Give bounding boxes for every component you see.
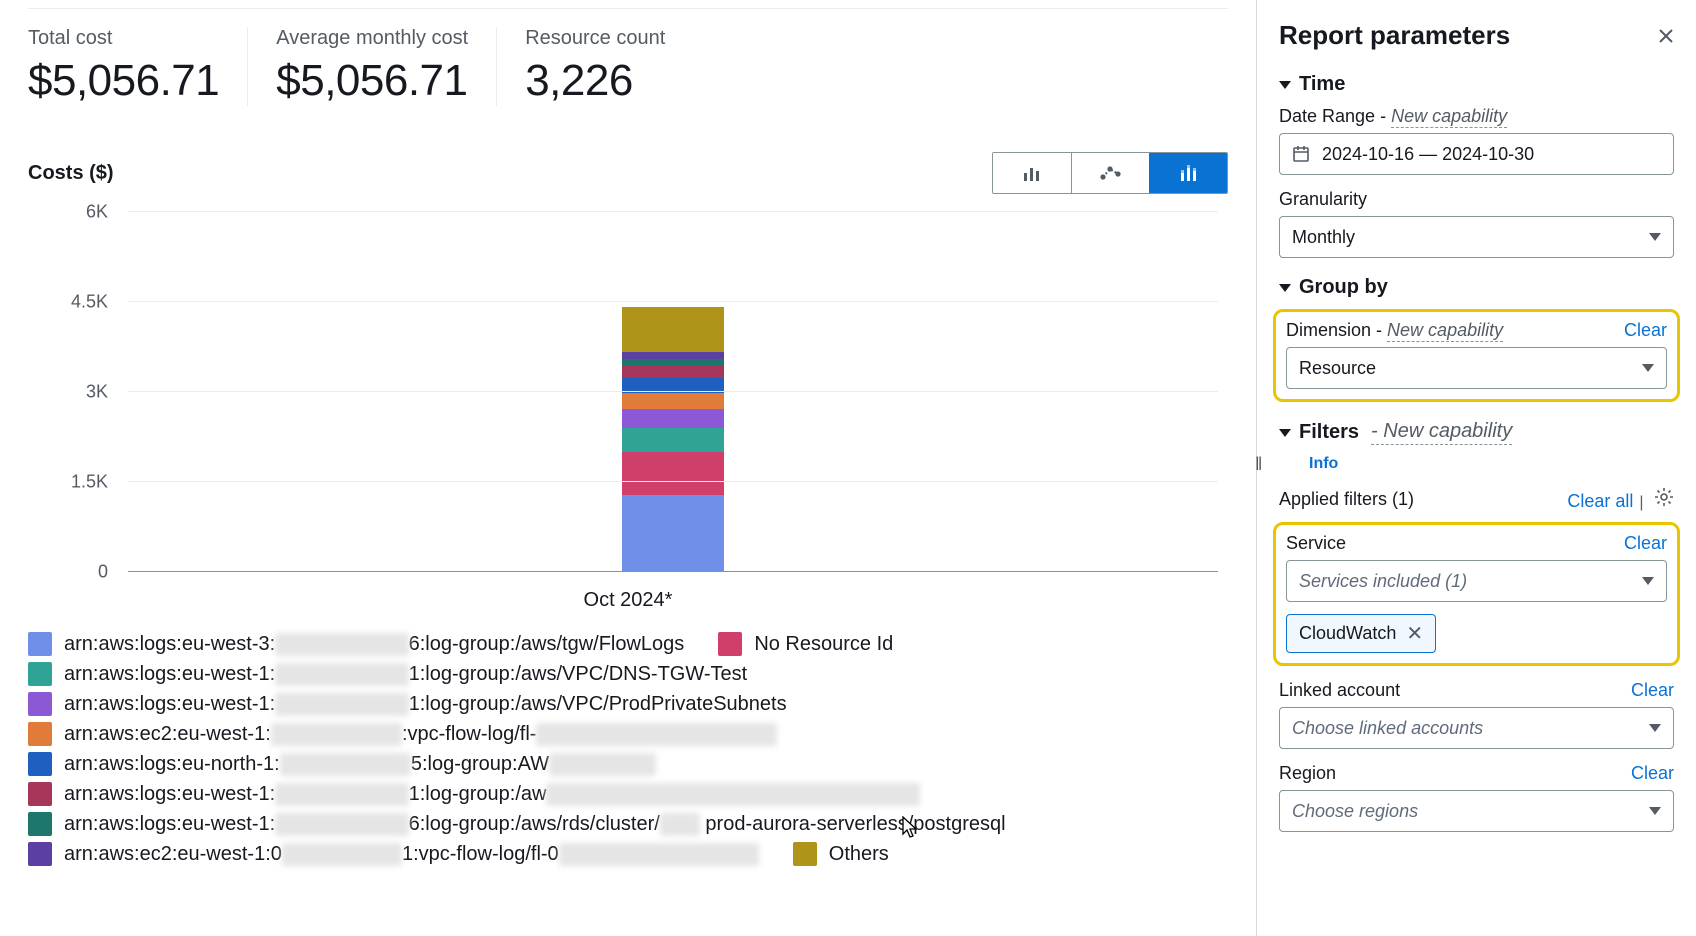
bar-segment[interactable] [622, 366, 724, 378]
dimension-highlight: Dimension - New capability Clear Resourc… [1273, 309, 1680, 402]
view-bar-button[interactable] [993, 153, 1071, 193]
remove-tag-button[interactable]: ✕ [1406, 621, 1423, 646]
legend-label: arn:aws:logs:eu-west-1:XXXXXXXXXX6:log-g… [64, 813, 1006, 836]
legend-label: arn:aws:logs:eu-west-1:XXXXXXXXXX1:log-g… [64, 693, 787, 716]
service-select[interactable]: Services included (1) [1286, 560, 1667, 602]
section-groupby[interactable]: Group by [1279, 276, 1674, 299]
legend-item[interactable]: arn:aws:logs:eu-north-1:XXXXXXXXX15:log-… [28, 752, 1228, 776]
chart-legend: arn:aws:logs:eu-west-3:XXXXXXXXXX6:log-g… [28, 632, 1228, 872]
kpi-row: Total cost $5,056.71 Average monthly cos… [28, 8, 1228, 116]
avg-cost-value: $5,056.71 [276, 56, 468, 106]
region-label: Region [1279, 763, 1336, 784]
gear-icon[interactable] [1654, 487, 1674, 507]
linked-account-select[interactable]: Choose linked accounts [1279, 707, 1674, 749]
bar-segment[interactable] [622, 495, 724, 572]
chart-view-toggle [992, 152, 1228, 194]
line-chart-icon [1100, 163, 1122, 183]
legend-label: arn:aws:logs:eu-north-1:XXXXXXXXX15:log-… [64, 753, 656, 776]
date-range-label: Date Range - New capability [1279, 106, 1674, 127]
linked-account-label: Linked account [1279, 680, 1400, 701]
region-select[interactable]: Choose regions [1279, 790, 1674, 832]
service-label: Service [1286, 533, 1346, 554]
bar-segment[interactable] [622, 352, 724, 359]
caret-down-icon [1279, 284, 1291, 292]
legend-item[interactable]: arn:aws:ec2:eu-west-1:9XXXXXXXXX:vpc-flo… [28, 722, 1228, 746]
chevron-down-icon [1649, 807, 1661, 815]
legend-swatch [793, 842, 817, 866]
chart-title: Costs ($) [28, 162, 114, 185]
legend-swatch [28, 692, 52, 716]
section-time[interactable]: Time [1279, 73, 1674, 96]
legend-label: No Resource Id [754, 633, 893, 656]
chevron-down-icon [1642, 364, 1654, 372]
bar-oct-2024[interactable] [622, 307, 724, 572]
legend-label: arn:aws:logs:eu-west-3:XXXXXXXXXX6:log-g… [64, 633, 684, 656]
total-cost-label: Total cost [28, 27, 219, 50]
service-clear-link[interactable]: Clear [1624, 533, 1667, 554]
resource-count-value: 3,226 [525, 56, 665, 106]
dimension-label: Dimension - New capability [1286, 320, 1503, 341]
service-tag-cloudwatch: CloudWatch ✕ [1286, 614, 1436, 653]
bar-chart-icon [1022, 163, 1042, 183]
legend-swatch [28, 782, 52, 806]
x-axis-label: Oct 2024* [28, 589, 1228, 612]
close-icon[interactable] [1658, 28, 1674, 44]
linked-clear-link[interactable]: Clear [1631, 680, 1674, 701]
dimension-select[interactable]: Resource [1286, 347, 1667, 389]
legend-item[interactable]: arn:aws:ec2:eu-west-1:0XXXXXXXXX1:vpc-fl… [28, 842, 759, 866]
legend-swatch [28, 722, 52, 746]
legend-swatch [28, 662, 52, 686]
bar-segment[interactable] [622, 393, 724, 409]
bar-segment[interactable] [622, 307, 724, 353]
cost-chart: 01.5K3K4.5K6K Oct 2024* [28, 212, 1228, 612]
legend-item[interactable]: Others [793, 842, 889, 866]
legend-swatch [28, 812, 52, 836]
filters-info-link[interactable]: Info [1309, 455, 1674, 473]
legend-swatch [28, 632, 52, 656]
legend-label: arn:aws:logs:eu-west-1:XXXXXXXXXX1:log-g… [64, 663, 747, 686]
avg-cost-label: Average monthly cost [276, 27, 468, 50]
caret-down-icon [1279, 429, 1291, 437]
bar-segment[interactable] [622, 428, 724, 452]
panel-title: Report parameters [1279, 20, 1510, 51]
stacked-bar-icon [1179, 163, 1199, 183]
granularity-select[interactable]: Monthly [1279, 216, 1674, 258]
legend-label: arn:aws:logs:eu-west-1:XXXXXXXXXX1:log-g… [64, 783, 920, 806]
granularity-label: Granularity [1279, 189, 1674, 210]
legend-item[interactable]: arn:aws:logs:eu-west-1:XXXXXXXXXX6:log-g… [28, 812, 1228, 836]
legend-swatch [28, 752, 52, 776]
chevron-down-icon [1642, 577, 1654, 585]
calendar-icon [1292, 145, 1310, 163]
legend-item[interactable]: arn:aws:logs:eu-west-1:XXXXXXXXXX1:log-g… [28, 692, 1228, 716]
panel-collapse-handle[interactable]: ǁ [1255, 454, 1266, 475]
clear-all-link[interactable]: Clear all [1567, 491, 1633, 511]
legend-label: arn:aws:ec2:eu-west-1:9XXXXXXXXX:vpc-flo… [64, 723, 777, 746]
legend-item[interactable]: arn:aws:logs:eu-west-1:XXXXXXXXXX1:log-g… [28, 782, 1228, 806]
bar-segment[interactable] [622, 409, 724, 428]
applied-filters-label: Applied filters (1) [1279, 489, 1414, 510]
view-line-button[interactable] [1071, 153, 1149, 193]
legend-item[interactable]: arn:aws:logs:eu-west-1:XXXXXXXXXX1:log-g… [28, 662, 1228, 686]
region-clear-link[interactable]: Clear [1631, 763, 1674, 784]
date-range-picker[interactable]: 2024-10-16 — 2024-10-30 [1279, 133, 1674, 175]
legend-swatch [718, 632, 742, 656]
caret-down-icon [1279, 81, 1291, 89]
chevron-down-icon [1649, 724, 1661, 732]
view-stacked-button[interactable] [1149, 153, 1227, 193]
total-cost-value: $5,056.71 [28, 56, 219, 106]
bar-segment[interactable] [622, 359, 724, 366]
section-filters[interactable]: Filters - New capability [1279, 420, 1674, 445]
chevron-down-icon [1649, 233, 1661, 241]
legend-label: arn:aws:ec2:eu-west-1:0XXXXXXXXX1:vpc-fl… [64, 843, 759, 866]
legend-item[interactable]: No Resource Id [718, 632, 893, 656]
legend-swatch [28, 842, 52, 866]
dimension-clear-link[interactable]: Clear [1624, 320, 1667, 341]
legend-item[interactable]: arn:aws:logs:eu-west-3:XXXXXXXXXX6:log-g… [28, 632, 684, 656]
legend-label: Others [829, 843, 889, 866]
bar-segment[interactable] [622, 452, 724, 495]
service-highlight: Service Clear Services included (1) Clou… [1273, 522, 1680, 666]
resource-count-label: Resource count [525, 27, 665, 50]
